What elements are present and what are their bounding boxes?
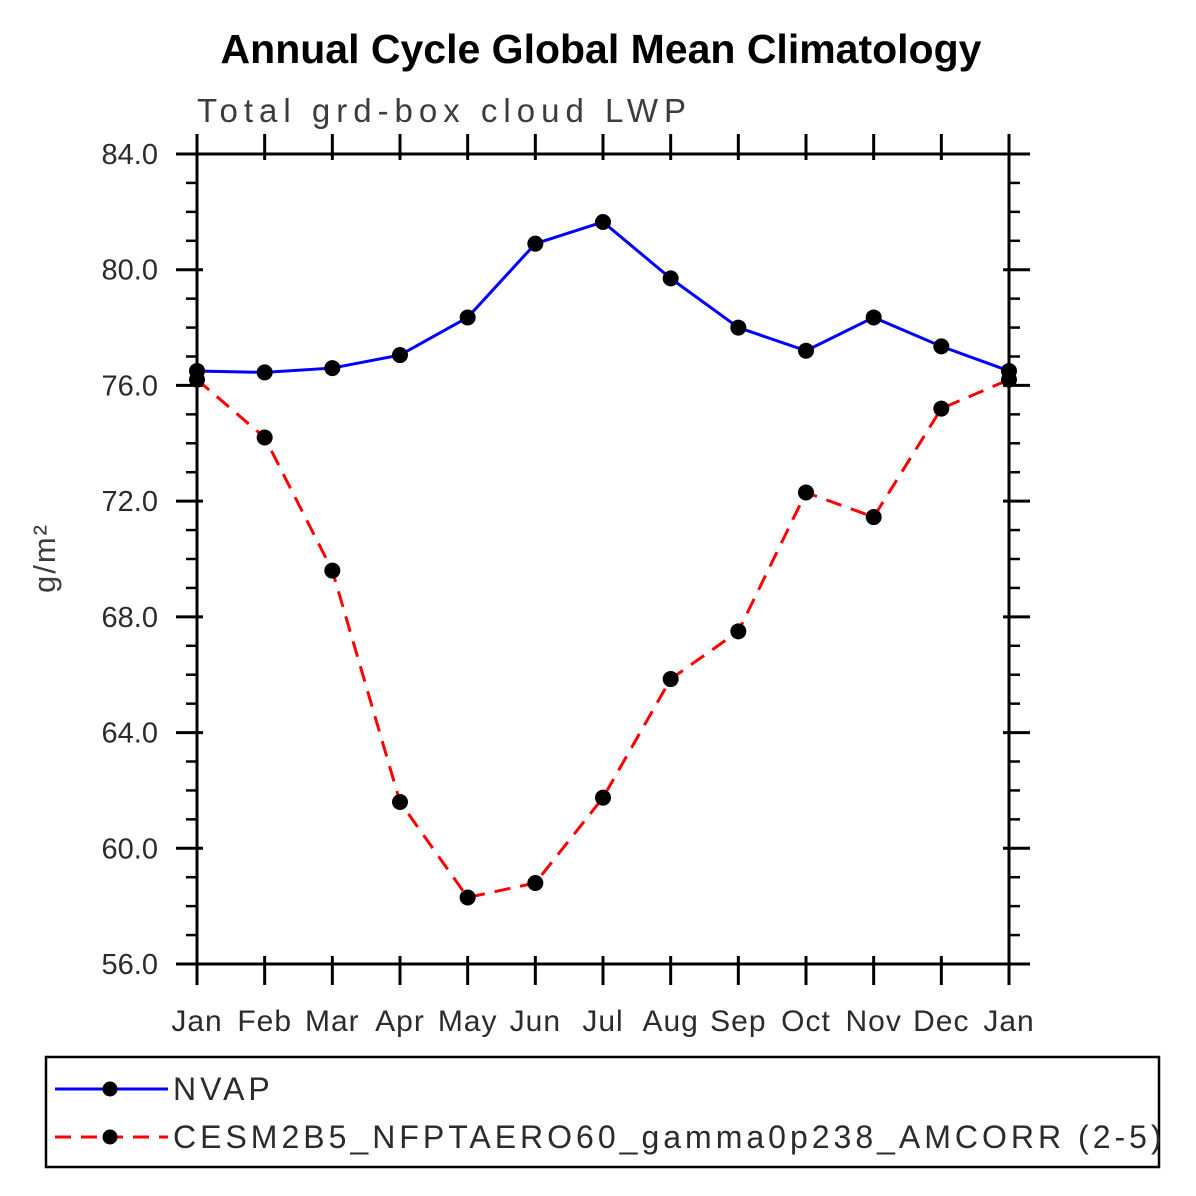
data-point-marker (595, 789, 611, 806)
data-point-marker (595, 213, 611, 230)
y-tick-label: 60.0 (102, 833, 158, 865)
x-tick-label: Jul (582, 1005, 623, 1038)
x-tick-label: Mar (305, 1005, 360, 1038)
data-point-marker (865, 309, 882, 326)
legend-label-cesm: CESM2B5_NFPTAERO60_gamma0p238_AMCORR (2-… (173, 1119, 1166, 1155)
data-point-marker (256, 364, 273, 381)
y-tick-label: 64.0 (102, 718, 158, 750)
data-point-marker (527, 875, 544, 891)
data-point-marker (392, 347, 408, 364)
y-axis-label: g/m² (27, 523, 62, 593)
data-point-marker (324, 360, 341, 377)
data-point-marker (933, 338, 950, 355)
data-point-marker (459, 889, 476, 906)
x-tick-label: Jan (983, 1005, 1034, 1038)
x-tick-label: Nov (845, 1005, 901, 1038)
data-point-marker (392, 794, 408, 810)
data-point-marker (730, 319, 747, 336)
x-tick-label: May (438, 1005, 498, 1038)
data-point-marker (459, 309, 476, 326)
data-point-marker (798, 342, 814, 359)
data-point-marker (798, 484, 814, 501)
y-tick-label: 68.0 (102, 602, 158, 634)
data-point-marker (865, 509, 882, 526)
legend-label-nvap: NVAP (173, 1071, 274, 1107)
data-point-marker (527, 235, 544, 252)
x-tick-label: Oct (781, 1005, 831, 1038)
x-tick-label: Dec (913, 1005, 969, 1038)
legend: NVAP CESM2B5_NFPTAERO60_gamma0p238_AMCOR… (44, 1055, 1166, 1169)
data-point-marker (324, 562, 341, 579)
data-point-marker (662, 270, 679, 287)
x-tick-label: Jun (510, 1005, 561, 1038)
y-tick-label: 76.0 (102, 370, 158, 402)
data-point-marker (933, 400, 950, 417)
y-tick-label: 84.0 (102, 139, 158, 171)
x-tick-label: Feb (237, 1005, 292, 1038)
series-line-nvap (196, 220, 1010, 374)
x-tick-label: Aug (642, 1005, 698, 1038)
legend-marker-icon (102, 1081, 118, 1097)
data-point-marker (662, 671, 679, 688)
data-point-marker (189, 371, 205, 388)
y-tick-label: 80.0 (102, 255, 158, 287)
plot-frame (195, 152, 1011, 966)
y-tick-label: 56.0 (102, 949, 158, 981)
y-tick-label: 72.0 (102, 486, 158, 518)
plot-area: 56.0 60.0 64.0 68.0 72.0 76.0 80.0 84.0 Jan Feb Ma… (102, 134, 1034, 1038)
series-line-cesm2b5 (196, 378, 1010, 900)
x-tick-label: Apr (375, 1005, 425, 1038)
x-tick-label: Sep (710, 1005, 766, 1038)
chart-subtitle: Total grd-box cloud LWP (197, 92, 692, 129)
legend-marker-icon (102, 1129, 118, 1145)
data-point-marker (730, 623, 747, 640)
data-point-marker (1001, 371, 1017, 388)
chart-title: Annual Cycle Global Mean Climatology (221, 26, 982, 72)
data-point-marker (256, 429, 273, 446)
legend-box (44, 1055, 1161, 1169)
x-tick-label: Jan (171, 1005, 222, 1038)
